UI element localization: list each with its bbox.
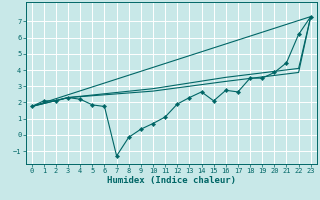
X-axis label: Humidex (Indice chaleur): Humidex (Indice chaleur) — [107, 176, 236, 185]
